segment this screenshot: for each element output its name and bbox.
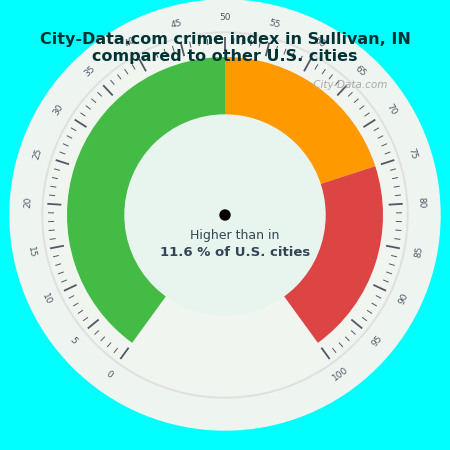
Text: 100: 100	[331, 366, 351, 383]
Circle shape	[10, 0, 440, 430]
Text: 35: 35	[83, 64, 97, 79]
Wedge shape	[225, 57, 375, 184]
Text: City-Data.com: City-Data.com	[310, 80, 387, 90]
Text: 65: 65	[353, 64, 367, 79]
Circle shape	[44, 34, 406, 396]
Text: 95: 95	[369, 333, 384, 348]
Text: 60: 60	[313, 36, 327, 49]
Text: 75: 75	[406, 147, 419, 161]
Text: 50: 50	[219, 14, 231, 22]
Text: 85: 85	[413, 245, 424, 258]
Text: 5: 5	[68, 336, 78, 346]
Wedge shape	[67, 57, 225, 343]
Text: 30: 30	[52, 102, 66, 117]
Text: City-Data.com crime index in Sullivan, IN
compared to other U.S. cities: City-Data.com crime index in Sullivan, I…	[40, 32, 410, 64]
Text: 0: 0	[104, 369, 114, 380]
Text: 70: 70	[384, 102, 398, 117]
Text: 40: 40	[123, 36, 137, 49]
Text: Higher than in: Higher than in	[190, 229, 280, 242]
Circle shape	[42, 32, 408, 398]
Text: 80: 80	[417, 197, 427, 209]
Text: 90: 90	[397, 292, 410, 306]
Wedge shape	[284, 166, 383, 343]
Text: 25: 25	[32, 147, 44, 161]
Text: 10: 10	[40, 292, 53, 306]
Text: 55: 55	[267, 18, 281, 30]
Text: 20: 20	[23, 197, 33, 209]
Text: 11.6 % of U.S. cities: 11.6 % of U.S. cities	[160, 247, 310, 260]
Circle shape	[220, 210, 230, 220]
Text: 45: 45	[169, 18, 183, 30]
Circle shape	[125, 115, 325, 315]
Text: 15: 15	[26, 245, 37, 258]
